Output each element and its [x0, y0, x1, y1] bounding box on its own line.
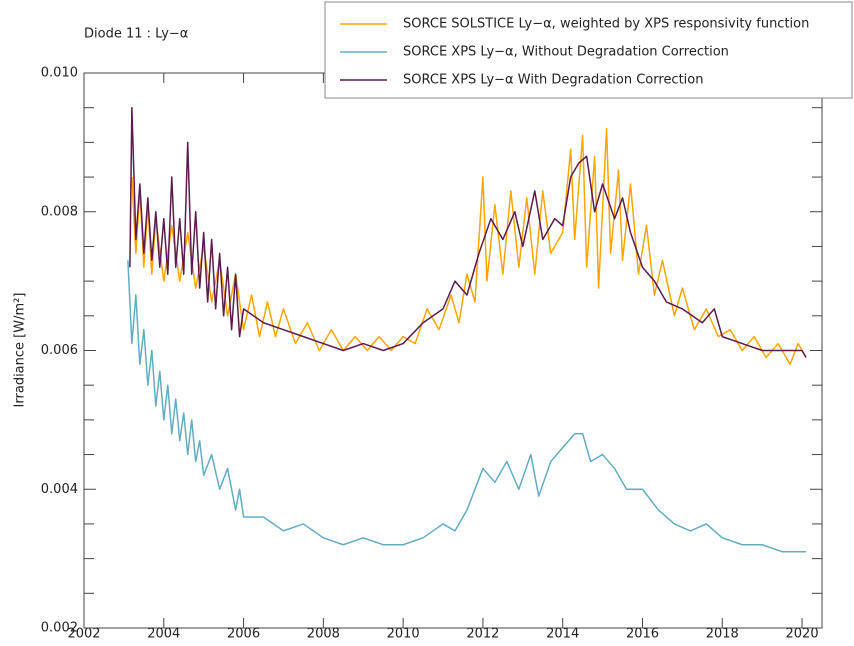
series-line — [131, 127, 807, 366]
x-tick-label: 2016 — [626, 627, 659, 642]
x-tick-label: 2018 — [706, 627, 739, 642]
x-tick-label: 2004 — [147, 627, 180, 642]
legend: SORCE SOLSTICE Ly−α, weighted by XPS res… — [324, 1, 853, 99]
legend-label: SORCE XPS Ly−α With Degradation Correcti… — [403, 73, 704, 88]
plot-frame — [83, 72, 823, 629]
y-axis-label: Irradiance [W/m²] — [13, 293, 28, 408]
legend-label: SORCE XPS Ly−α, Without Degradation Corr… — [403, 45, 729, 60]
x-tick-label: 2020 — [786, 627, 819, 642]
x-tick-label: 2002 — [67, 627, 100, 642]
x-tick-label: 2014 — [546, 627, 579, 642]
x-tick-label: 2008 — [307, 627, 340, 642]
chart-title: Diode 11 : Ly−α — [84, 27, 188, 42]
y-tick-label: 0.006 — [41, 343, 78, 358]
legend-label: SORCE SOLSTICE Ly−α, weighted by XPS res… — [403, 17, 809, 32]
x-tick-label: 2012 — [466, 627, 499, 642]
series-line — [129, 106, 807, 358]
series-line — [127, 260, 807, 553]
x-tick-label: 2010 — [387, 627, 420, 642]
y-tick-label: 0.010 — [41, 66, 78, 81]
y-tick-label: 0.002 — [41, 621, 78, 636]
y-tick-label: 0.008 — [41, 204, 78, 219]
y-tick-label: 0.004 — [41, 482, 78, 497]
x-tick-label: 2006 — [227, 627, 260, 642]
legend-box — [324, 1, 853, 99]
